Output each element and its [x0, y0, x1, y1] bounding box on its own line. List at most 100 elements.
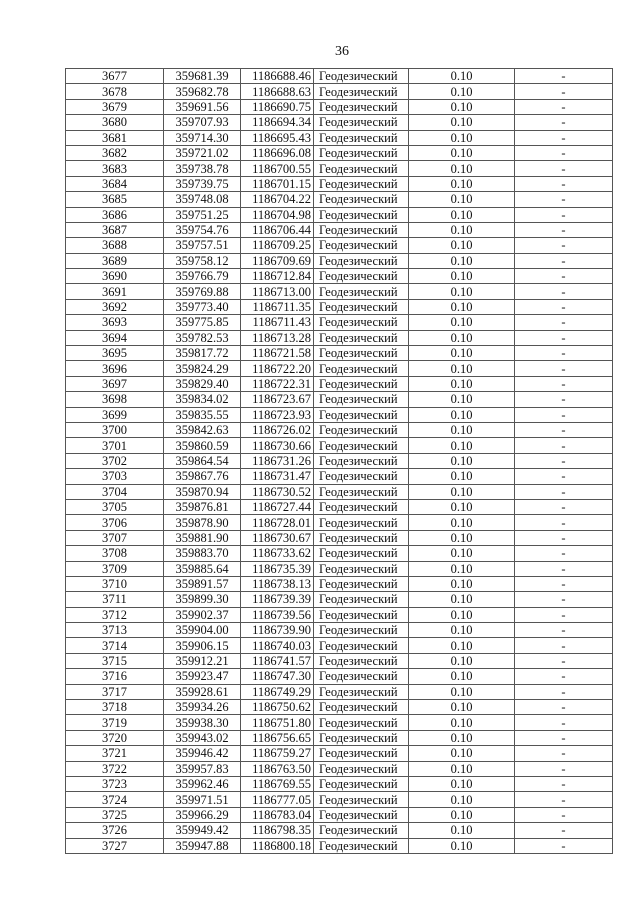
- note-cell: -: [514, 683, 613, 701]
- y-coordinate-cell: 1186723.67: [240, 391, 314, 408]
- table-row: 3701 359860.59 1186730.66 Геодезический 0.10…: [65, 437, 613, 454]
- accuracy-cell: 0.10: [408, 206, 515, 223]
- accuracy-cell: 0.10: [408, 591, 515, 608]
- x-coordinate-cell: 359864.54: [163, 452, 241, 470]
- table-row: 3694 359782.53 1186713.28 Геодезический 0.10…: [65, 329, 613, 347]
- table-row: 3706 359878.90 1186728.01 Геодезический 0.10…: [65, 514, 613, 531]
- table-row: 3686 359751.25 1186704.98 Геодезический 0.10…: [65, 206, 613, 223]
- point-number-cell: 3701: [65, 437, 164, 454]
- point-number-cell: 3687: [65, 221, 164, 239]
- accuracy-cell: 0.10: [408, 406, 515, 423]
- point-number-cell: 3727: [65, 837, 164, 854]
- method-cell: Геодезический: [313, 498, 409, 516]
- x-coordinate-cell: 359870.94: [163, 483, 241, 500]
- note-cell: -: [514, 606, 613, 624]
- table-row: 3689 359758.12 1186709.69 Геодезический 0.10…: [65, 252, 613, 270]
- table-row: 3714 359906.15 1186740.03 Геодезический 0.10…: [65, 637, 613, 654]
- x-coordinate-cell: 359758.12: [163, 252, 241, 270]
- accuracy-cell: 0.10: [408, 114, 515, 131]
- point-number-cell: 3722: [65, 760, 164, 777]
- note-cell: -: [514, 191, 613, 208]
- note-cell: -: [514, 360, 613, 377]
- x-coordinate-cell: 359946.42: [163, 745, 241, 762]
- x-coordinate-cell: 359878.90: [163, 514, 241, 531]
- method-cell: Геодезический: [313, 514, 409, 531]
- table-row: 3700 359842.63 1186726.02 Геодезический 0.10…: [65, 421, 613, 439]
- method-cell: Геодезический: [313, 298, 409, 316]
- table-row: 3698 359834.02 1186723.67 Геодезический 0.10…: [65, 391, 613, 408]
- table-row: 3687 359754.76 1186706.44 Геодезический 0.10…: [65, 221, 613, 239]
- y-coordinate-cell: 1186721.58: [240, 345, 314, 362]
- note-cell: -: [514, 421, 613, 439]
- accuracy-cell: 0.10: [408, 775, 515, 793]
- method-cell: Геодезический: [313, 144, 409, 162]
- point-number-cell: 3696: [65, 360, 164, 377]
- accuracy-cell: 0.10: [408, 221, 515, 239]
- x-coordinate-cell: 359817.72: [163, 345, 241, 362]
- note-cell: -: [514, 714, 613, 731]
- point-number-cell: 3702: [65, 452, 164, 470]
- note-cell: -: [514, 406, 613, 423]
- x-coordinate-cell: 359829.40: [163, 375, 241, 393]
- method-cell: Геодезический: [313, 837, 409, 854]
- point-number-cell: 3678: [65, 83, 164, 100]
- note-cell: -: [514, 98, 613, 116]
- x-coordinate-cell: 359681.39: [163, 67, 241, 85]
- accuracy-cell: 0.10: [408, 67, 515, 85]
- point-number-cell: 3723: [65, 775, 164, 793]
- y-coordinate-cell: 1186735.39: [240, 560, 314, 577]
- table-row: 3695 359817.72 1186721.58 Геодезический 0.10…: [65, 345, 613, 362]
- x-coordinate-cell: 359773.40: [163, 298, 241, 316]
- note-cell: -: [514, 760, 613, 777]
- x-coordinate-cell: 359949.42: [163, 822, 241, 839]
- y-coordinate-cell: 1186759.27: [240, 745, 314, 762]
- method-cell: Геодезический: [313, 83, 409, 100]
- x-coordinate-cell: 359957.83: [163, 760, 241, 777]
- method-cell: Геодезический: [313, 191, 409, 208]
- y-coordinate-cell: 1186709.25: [240, 237, 314, 254]
- note-cell: -: [514, 591, 613, 608]
- note-cell: -: [514, 375, 613, 393]
- accuracy-cell: 0.10: [408, 837, 515, 854]
- table-row: 3727 359947.88 1186800.18 Геодезический 0.10…: [65, 837, 613, 854]
- y-coordinate-cell: 1186704.98: [240, 206, 314, 223]
- table-row: 3715 359912.21 1186741.57 Геодезический 0.10…: [65, 652, 613, 670]
- accuracy-cell: 0.10: [408, 822, 515, 839]
- accuracy-cell: 0.10: [408, 606, 515, 624]
- x-coordinate-cell: 359748.08: [163, 191, 241, 208]
- accuracy-cell: 0.10: [408, 483, 515, 500]
- y-coordinate-cell: 1186688.46: [240, 67, 314, 85]
- method-cell: Геодезический: [313, 760, 409, 777]
- y-coordinate-cell: 1186723.93: [240, 406, 314, 423]
- table-row: 3682 359721.02 1186696.08 Геодезический 0.10…: [65, 144, 613, 162]
- y-coordinate-cell: 1186722.20: [240, 360, 314, 377]
- table-row: 3726 359949.42 1186798.35 Геодезический 0.10…: [65, 822, 613, 839]
- method-cell: Геодезический: [313, 283, 409, 300]
- method-cell: Геодезический: [313, 606, 409, 624]
- method-cell: Геодезический: [313, 591, 409, 608]
- accuracy-cell: 0.10: [408, 298, 515, 316]
- point-number-cell: 3681: [65, 129, 164, 146]
- method-cell: Геодезический: [313, 98, 409, 116]
- point-number-cell: 3693: [65, 314, 164, 331]
- point-number-cell: 3710: [65, 575, 164, 593]
- y-coordinate-cell: 1186695.43: [240, 129, 314, 146]
- note-cell: -: [514, 560, 613, 577]
- table-row: 3699 359835.55 1186723.93 Геодезический 0.10…: [65, 406, 613, 423]
- method-cell: Геодезический: [313, 683, 409, 701]
- point-number-cell: 3680: [65, 114, 164, 131]
- method-cell: Геодезический: [313, 67, 409, 85]
- accuracy-cell: 0.10: [408, 437, 515, 454]
- y-coordinate-cell: 1186783.04: [240, 806, 314, 824]
- y-coordinate-cell: 1186730.67: [240, 529, 314, 547]
- point-number-cell: 3689: [65, 252, 164, 270]
- accuracy-cell: 0.10: [408, 314, 515, 331]
- point-number-cell: 3684: [65, 175, 164, 193]
- accuracy-cell: 0.10: [408, 391, 515, 408]
- method-cell: Геодезический: [313, 775, 409, 793]
- y-coordinate-cell: 1186731.26: [240, 452, 314, 470]
- y-coordinate-cell: 1186690.75: [240, 98, 314, 116]
- accuracy-cell: 0.10: [408, 668, 515, 685]
- point-number-cell: 3704: [65, 483, 164, 500]
- x-coordinate-cell: 359782.53: [163, 329, 241, 347]
